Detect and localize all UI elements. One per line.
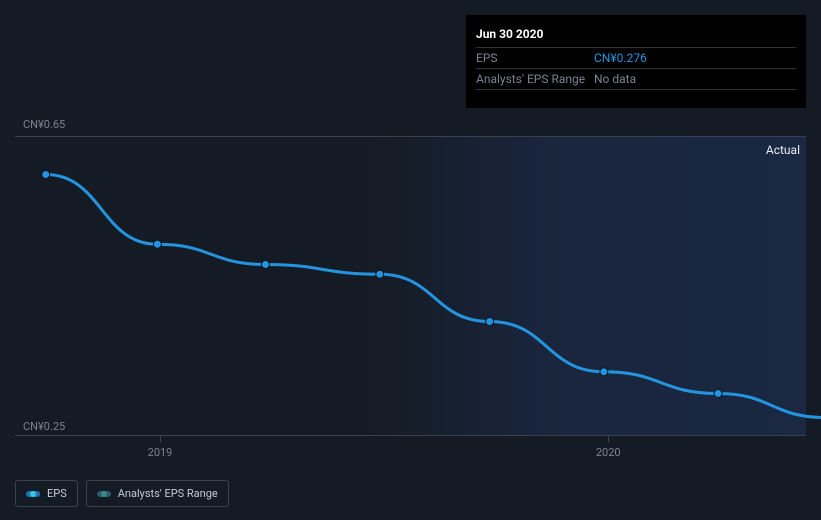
- eps-marker[interactable]: [600, 368, 608, 376]
- plot-area: Actual: [15, 136, 806, 436]
- tooltip-row: Analysts' EPS RangeNo data: [476, 69, 796, 90]
- eps-marker[interactable]: [714, 390, 722, 398]
- eps-marker[interactable]: [261, 261, 269, 269]
- y-axis-tick-bottom: CN¥0.25: [23, 420, 65, 433]
- legend-dot-icon: [101, 491, 107, 497]
- eps-marker[interactable]: [153, 240, 161, 248]
- legend-swatch: [97, 491, 111, 497]
- eps-marker[interactable]: [42, 171, 50, 179]
- legend-dot-icon: [30, 491, 36, 497]
- tooltip-row-label: Analysts' EPS Range: [476, 72, 594, 86]
- legend-label: EPS: [47, 487, 67, 500]
- legend-item[interactable]: Analysts' EPS Range: [86, 480, 229, 507]
- tooltip-row-value: CN¥0.276: [594, 51, 796, 65]
- eps-marker[interactable]: [376, 270, 384, 278]
- x-axis-tick: 2020: [588, 436, 628, 459]
- tooltip-row-value: No data: [594, 72, 796, 86]
- chart-legend: EPS Analysts' EPS Range: [15, 480, 229, 507]
- x-axis-tick-label: 2019: [140, 446, 180, 459]
- tooltip-row: EPSCN¥0.276: [476, 48, 796, 69]
- y-axis-tick-top: CN¥0.65: [23, 118, 65, 131]
- line-chart-svg: [15, 137, 806, 435]
- legend-label: Analysts' EPS Range: [118, 487, 218, 500]
- x-axis-tick-label: 2020: [588, 446, 628, 459]
- eps-marker[interactable]: [486, 318, 494, 326]
- tooltip-date: Jun 30 2020: [476, 23, 796, 48]
- x-axis-tick: 2019: [140, 436, 180, 459]
- legend-swatch: [26, 491, 40, 497]
- chart-tooltip: Jun 30 2020 EPSCN¥0.276Analysts' EPS Ran…: [466, 15, 806, 108]
- tooltip-row-label: EPS: [476, 51, 594, 65]
- legend-item[interactable]: EPS: [15, 480, 78, 507]
- eps-line: [46, 175, 821, 418]
